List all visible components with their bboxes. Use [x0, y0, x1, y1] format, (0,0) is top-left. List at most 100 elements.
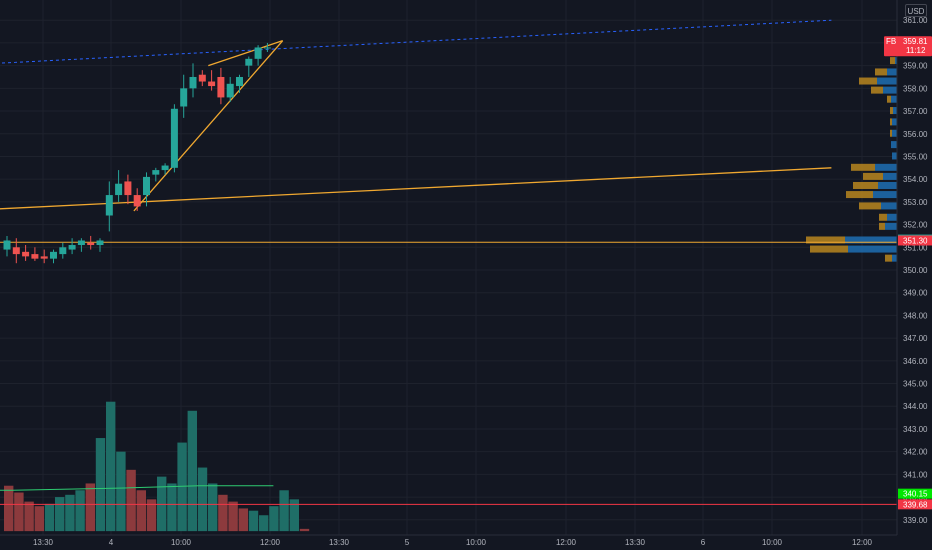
vp-up-bar	[845, 236, 897, 244]
vp-down-bar	[885, 254, 892, 262]
volume-ma-line	[0, 485, 274, 491]
volume-bar	[116, 451, 126, 532]
vp-down-bar	[887, 95, 891, 103]
volume-bar	[34, 506, 44, 532]
candle	[208, 70, 216, 91]
vp-up-bar	[873, 191, 897, 199]
vp-up-bar	[885, 222, 897, 230]
y-tick-label: 354.00	[903, 175, 928, 184]
x-tick-label: 10:00	[171, 538, 192, 547]
vp-up-bar	[875, 163, 897, 171]
volume-bar	[95, 438, 106, 532]
vp-down-bar	[879, 222, 885, 230]
trendline[interactable]	[133, 40, 284, 212]
candle	[133, 188, 141, 211]
candle	[12, 238, 20, 264]
volume-bar	[299, 528, 310, 532]
volume-bar	[269, 506, 279, 532]
price-tag-label: 339.68	[903, 500, 928, 509]
vp-down-bar	[890, 118, 892, 126]
y-tick-label: 361.00	[903, 16, 928, 25]
vp-down-bar	[851, 163, 875, 171]
vp-up-bar	[883, 172, 897, 180]
vp-up-bar	[877, 77, 897, 85]
y-tick-label: 352.00	[903, 221, 928, 230]
x-tick-label: 13:30	[329, 538, 350, 547]
vp-down-bar	[859, 77, 877, 85]
volume-bar	[279, 490, 289, 532]
vp-up-bar	[891, 95, 897, 103]
dashed-trendline[interactable]	[0, 19, 832, 70]
vp-down-bar	[810, 245, 848, 253]
candle	[198, 70, 206, 87]
candle	[245, 56, 253, 77]
volume-bar	[197, 467, 208, 532]
volume-bar	[218, 494, 228, 532]
candles	[3, 42, 271, 264]
candle	[40, 249, 48, 264]
candle	[226, 76, 234, 102]
y-tick-label: 348.00	[903, 311, 928, 320]
trendline[interactable]	[0, 167, 832, 216]
y-tick-label: 356.00	[903, 130, 928, 139]
vp-down-bar	[890, 129, 892, 137]
x-tick-label: 10:00	[466, 538, 487, 547]
vp-up-bar	[893, 107, 897, 115]
vp-up-bar	[878, 181, 897, 189]
symbol-price-tag	[884, 36, 932, 57]
y-tick-label: 344.00	[903, 402, 928, 411]
volume-bar	[167, 483, 177, 532]
vp-up-bar	[887, 213, 897, 221]
x-tick-label: 12:00	[852, 538, 873, 547]
y-tick-label: 341.00	[903, 470, 928, 479]
volume-bar	[146, 499, 157, 532]
candle	[263, 42, 271, 53]
y-tick-label: 355.00	[903, 152, 928, 161]
vp-down-bar	[875, 68, 887, 76]
chart-grid	[0, 0, 897, 535]
candle	[31, 247, 39, 261]
candle	[68, 238, 76, 255]
volume-bar	[14, 492, 24, 532]
candle	[161, 163, 169, 175]
vp-up-bar	[892, 152, 897, 160]
symbol-price: 359.81	[903, 37, 928, 46]
price-axis[interactable]	[897, 0, 932, 550]
y-tick-label: 343.00	[903, 425, 928, 434]
volume-bar	[106, 401, 116, 532]
volume-bar	[85, 483, 95, 532]
vp-down-bar	[846, 191, 873, 199]
drawing-lines[interactable]	[0, 19, 897, 243]
candle	[143, 172, 150, 207]
volume-profile	[806, 57, 897, 262]
vp-up-bar	[848, 245, 897, 253]
trendline[interactable]	[208, 40, 283, 67]
currency-label[interactable]: USD	[905, 4, 927, 17]
candle	[180, 74, 188, 118]
time-axis[interactable]	[0, 535, 932, 550]
x-tick-label: 5	[405, 538, 410, 547]
vp-down-bar	[871, 86, 883, 94]
candle	[115, 170, 123, 202]
y-tick-label: 358.00	[903, 84, 928, 93]
price-tag-label: 351.30	[903, 236, 928, 245]
candle	[254, 45, 262, 66]
candle	[77, 238, 85, 252]
y-tick-label: 353.00	[903, 198, 928, 207]
symbol-label: FB	[886, 37, 896, 46]
vp-up-bar	[883, 86, 897, 94]
y-tick-label: 357.00	[903, 107, 928, 116]
price-axis-labels: 361.00360.00359.00358.00357.00356.00355.…	[903, 16, 928, 525]
y-tick-label: 346.00	[903, 357, 928, 366]
volume-bar	[75, 490, 85, 532]
candle	[50, 249, 57, 264]
x-tick-label: 12:00	[260, 538, 281, 547]
x-tick-label: 12:00	[556, 538, 577, 547]
volume-bar	[187, 410, 197, 532]
volume-bar	[55, 497, 65, 532]
price-tag	[898, 499, 932, 510]
volume-bar	[4, 485, 14, 532]
x-tick-label: 4	[109, 538, 114, 547]
